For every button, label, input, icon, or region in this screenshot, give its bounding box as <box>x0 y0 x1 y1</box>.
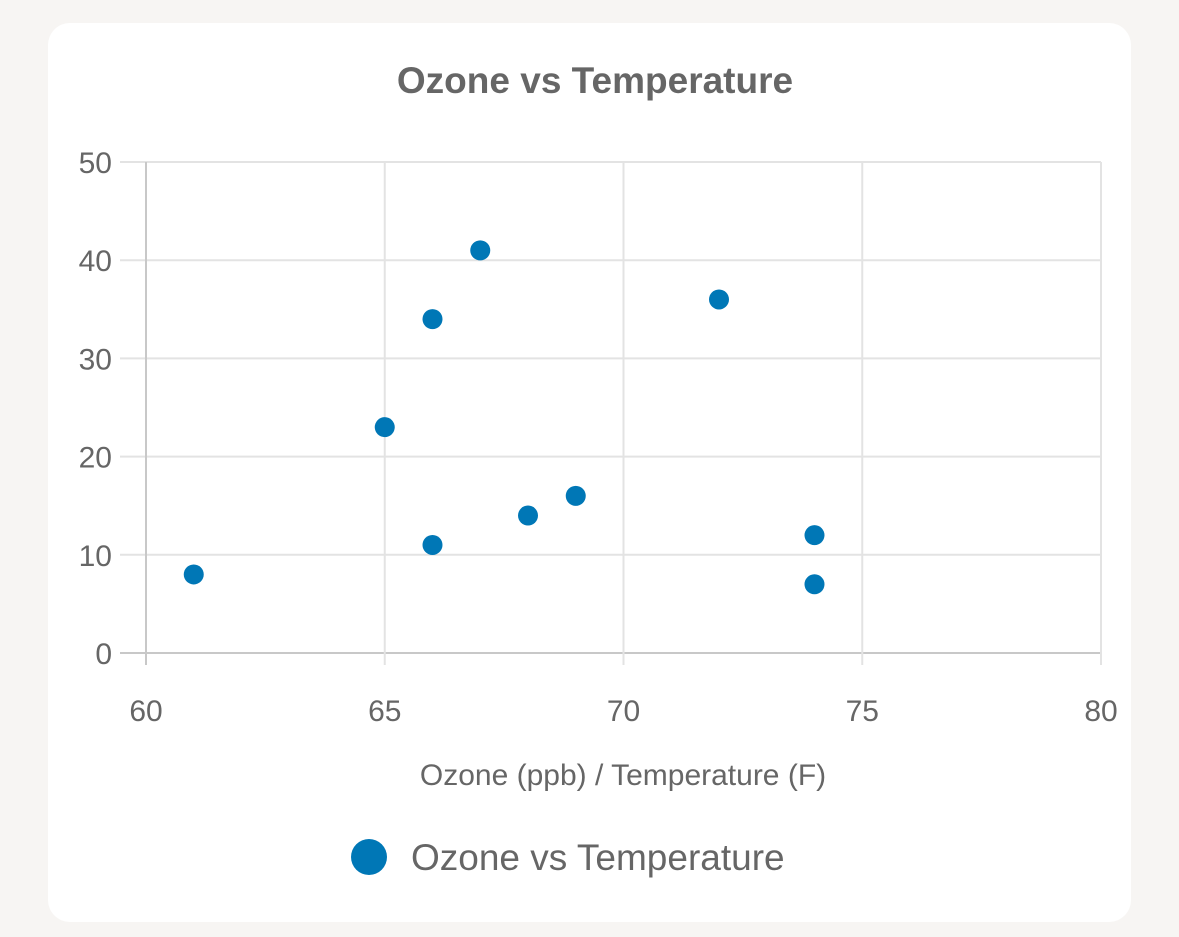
x-tick-label: 70 <box>607 695 640 728</box>
y-tick-label: 40 <box>79 245 112 278</box>
x-axis-ticks: 60 65 70 75 80 <box>129 695 1117 728</box>
data-point[interactable] <box>565 485 586 506</box>
y-tick-label: 0 <box>95 638 112 671</box>
chart-title: Ozone vs Temperature <box>397 60 793 101</box>
legend-marker <box>351 839 387 875</box>
x-axis-label: Ozone (ppb) / Temperature (F) <box>420 759 826 792</box>
x-tick-label: 60 <box>129 695 162 728</box>
data-point[interactable] <box>470 240 491 261</box>
grid-lines <box>120 161 1102 665</box>
data-point[interactable] <box>422 534 443 555</box>
data-point[interactable] <box>183 564 204 585</box>
data-point[interactable] <box>709 289 729 310</box>
data-points <box>183 240 825 595</box>
y-tick-label: 50 <box>79 147 112 180</box>
y-axis-ticks: 0 10 20 30 40 50 <box>79 147 112 671</box>
legend-label: Ozone vs Temperature <box>411 837 785 878</box>
y-tick-label: 20 <box>79 442 112 475</box>
y-tick-label: 30 <box>79 343 112 376</box>
y-tick-label: 10 <box>79 540 112 573</box>
data-point[interactable] <box>518 505 538 526</box>
x-tick-label: 65 <box>368 695 401 728</box>
data-point[interactable] <box>804 574 825 595</box>
data-point[interactable] <box>804 525 825 546</box>
chart-card <box>48 23 1131 922</box>
data-point[interactable] <box>374 417 395 438</box>
x-tick-label: 75 <box>846 695 879 728</box>
data-point[interactable] <box>422 309 443 330</box>
x-tick-label: 80 <box>1084 695 1117 728</box>
legend[interactable]: Ozone vs Temperature <box>351 837 785 878</box>
